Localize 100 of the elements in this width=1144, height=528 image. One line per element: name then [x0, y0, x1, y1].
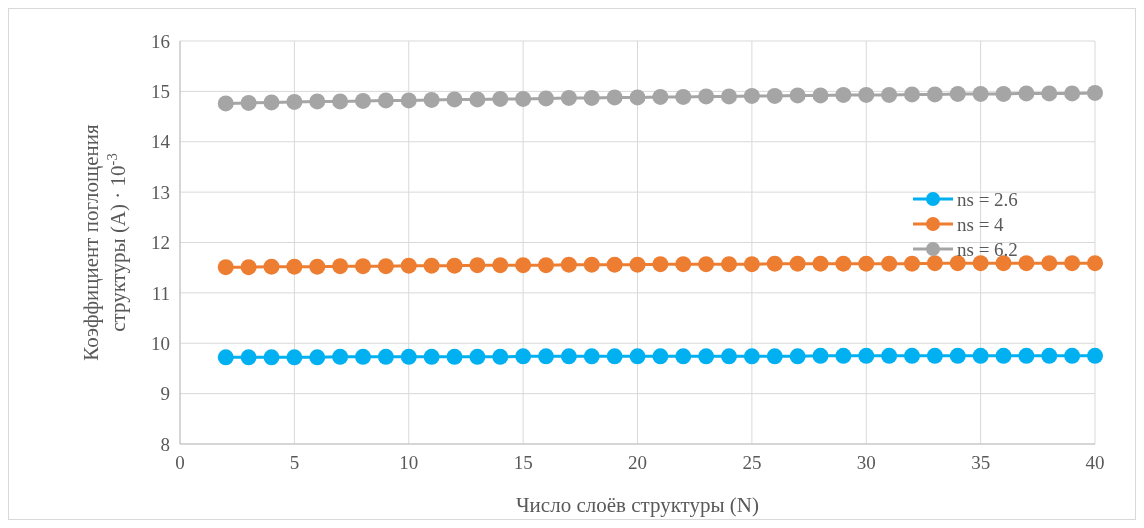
point — [995, 85, 1012, 102]
point — [332, 258, 349, 275]
point — [858, 347, 875, 364]
point — [446, 257, 463, 274]
point — [309, 258, 326, 275]
point — [743, 256, 760, 273]
point — [949, 347, 966, 364]
point — [515, 90, 532, 107]
point — [309, 349, 326, 366]
y-tick-label: 8 — [160, 433, 170, 455]
point — [1041, 85, 1058, 102]
point — [355, 92, 371, 109]
point — [286, 93, 303, 110]
point — [606, 348, 623, 365]
point — [1018, 85, 1035, 102]
point — [560, 348, 577, 365]
x-tick-label: 40 — [1085, 452, 1105, 473]
point — [743, 87, 760, 104]
point — [766, 348, 783, 365]
point — [492, 257, 509, 274]
point — [904, 255, 920, 272]
point — [995, 255, 1012, 272]
point — [652, 256, 669, 273]
point — [355, 258, 371, 275]
point — [515, 257, 532, 274]
point — [972, 85, 989, 102]
point — [469, 91, 486, 108]
point — [263, 94, 280, 111]
point — [675, 88, 692, 105]
point — [332, 93, 349, 110]
point — [881, 86, 898, 103]
point — [789, 255, 806, 272]
point — [652, 88, 669, 105]
point — [240, 349, 257, 366]
point — [1087, 84, 1103, 101]
point — [698, 348, 715, 365]
x-tick-label: 5 — [289, 452, 300, 473]
point — [217, 259, 234, 276]
point — [217, 95, 234, 112]
point — [538, 257, 554, 274]
point — [560, 89, 577, 106]
point — [766, 87, 783, 104]
x-tick-label: 25 — [742, 452, 762, 473]
point — [309, 93, 326, 110]
point — [972, 255, 989, 272]
legend-label: ns = 6.2 — [957, 238, 1018, 260]
point — [492, 90, 509, 107]
point — [926, 255, 943, 272]
point — [949, 85, 966, 102]
point — [583, 89, 600, 106]
point — [240, 94, 257, 111]
point — [698, 88, 715, 105]
point — [606, 256, 623, 273]
point — [743, 348, 760, 365]
point — [446, 91, 463, 108]
point — [1087, 347, 1103, 364]
y-tick-label: 11 — [151, 282, 170, 304]
point — [652, 348, 669, 365]
point — [721, 88, 737, 105]
point — [263, 349, 280, 366]
point — [377, 348, 394, 365]
point — [492, 348, 509, 365]
point — [377, 92, 394, 109]
point — [881, 255, 898, 272]
point — [1064, 347, 1081, 364]
x-tick-label: 10 — [399, 452, 419, 473]
point — [629, 348, 646, 365]
point — [240, 259, 257, 276]
point — [629, 89, 646, 106]
point — [812, 347, 829, 364]
point — [1087, 255, 1103, 272]
point — [858, 255, 875, 272]
point — [446, 348, 463, 365]
point — [423, 91, 440, 108]
point — [1041, 255, 1058, 272]
point — [423, 348, 440, 365]
x-tick-label: 35 — [971, 452, 991, 473]
point — [789, 348, 806, 365]
point — [835, 86, 852, 103]
point — [217, 349, 234, 366]
y-tick-label: 15 — [151, 81, 170, 103]
point — [995, 347, 1012, 364]
point — [538, 348, 554, 365]
point — [469, 257, 486, 274]
point — [560, 256, 577, 273]
point — [583, 348, 600, 365]
point — [538, 90, 554, 107]
point — [377, 258, 394, 275]
y-tick-label: 9 — [160, 383, 170, 405]
point — [1064, 255, 1081, 272]
point — [698, 256, 715, 273]
point — [400, 92, 417, 109]
y-tick-label: 10 — [151, 332, 170, 354]
point — [972, 347, 989, 364]
point — [1018, 347, 1035, 364]
point — [835, 347, 852, 364]
point — [1064, 85, 1081, 102]
x-tick-label: 30 — [856, 452, 876, 473]
point — [675, 256, 692, 273]
point — [263, 258, 280, 275]
